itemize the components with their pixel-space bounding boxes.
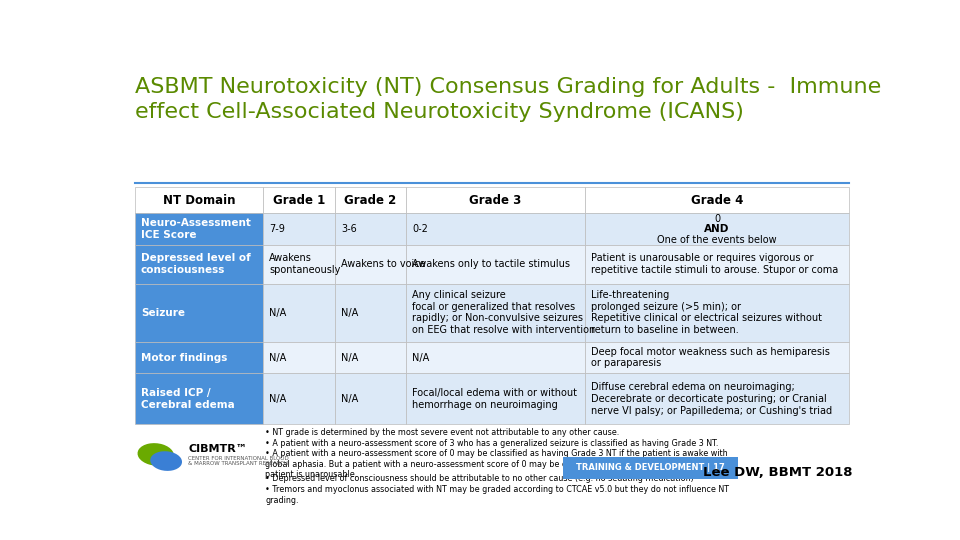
Bar [263,342,335,374]
Text: Seizure: Seizure [141,308,185,318]
Ellipse shape [150,451,182,471]
Bar [263,187,335,213]
Bar [406,245,585,284]
Text: One of the events below: One of the events below [658,235,777,245]
Bar [335,342,406,374]
Bar [406,187,585,213]
Text: 7-9: 7-9 [270,224,285,234]
Bar [585,245,849,284]
Text: Neuro-Assessment
ICE Score: Neuro-Assessment ICE Score [141,218,251,240]
Text: • Depressed level of consciousness should be attributable to no other cause (e.g: • Depressed level of consciousness shoul… [265,474,694,483]
Text: Grade 1: Grade 1 [273,194,325,207]
Bar [406,374,585,424]
Text: CENTER FOR INTERNATIONAL BLOOD
& MARROW TRANSPLANT RESEARCH: CENTER FOR INTERNATIONAL BLOOD & MARROW … [188,456,289,467]
Text: Awakens only to tactile stimulus: Awakens only to tactile stimulus [412,259,570,269]
Bar [134,284,263,342]
Bar [335,374,406,424]
Text: CIBMTR™: CIBMTR™ [188,444,248,455]
Bar [585,342,849,374]
Bar [335,245,406,284]
Text: Focal/local edema with or without
hemorrhage on neuroimaging: Focal/local edema with or without hemorr… [412,388,577,410]
Bar [134,245,263,284]
Text: Depressed level of
consciousness: Depressed level of consciousness [141,253,251,275]
Text: N/A: N/A [341,353,358,362]
Bar [585,213,849,245]
Text: N/A: N/A [270,308,287,318]
Bar [406,342,585,374]
Text: TRAINING & DEVELOPMENT | 17: TRAINING & DEVELOPMENT | 17 [576,463,725,472]
Bar [406,213,585,245]
Text: NT Domain: NT Domain [163,194,235,207]
Text: • Tremors and myoclonus associated with NT may be graded according to CTCAE v5.0: • Tremors and myoclonus associated with … [265,485,729,504]
Bar [335,213,406,245]
Bar [563,457,737,478]
Bar [134,187,263,213]
Bar [134,342,263,374]
Text: 3-6: 3-6 [341,224,356,234]
Text: • NT grade is determined by the most severe event not attributable to any other : • NT grade is determined by the most sev… [265,428,619,437]
Text: Diffuse cerebral edema on neuroimaging;
Decerebrate or decorticate posturing; or: Diffuse cerebral edema on neuroimaging; … [590,382,832,416]
Text: Patient is unarousable or requires vigorous or
repetitive tactile stimuli to aro: Patient is unarousable or requires vigor… [590,253,838,275]
Text: AND: AND [705,224,730,234]
Text: 0-2: 0-2 [412,224,428,234]
Text: ASBMT Neurotoxicity (NT) Consensus Grading for Adults -  Immune
effect Cell-Asso: ASBMT Neurotoxicity (NT) Consensus Gradi… [134,77,881,122]
Text: N/A: N/A [341,394,358,404]
Text: Grade 3: Grade 3 [469,194,521,207]
Text: • A patient with a neuro-assessment score of 0 may be classified as having Grade: • A patient with a neuro-assessment scor… [265,449,728,479]
Text: Any clinical seizure
focal or generalized that resolves
rapidly; or Non-convulsi: Any clinical seizure focal or generalize… [412,291,595,335]
Text: N/A: N/A [270,353,287,362]
Bar [263,213,335,245]
Text: N/A: N/A [270,394,287,404]
Text: Motor findings: Motor findings [141,353,228,362]
Text: Grade 4: Grade 4 [691,194,743,207]
Bar [335,284,406,342]
Text: Grade 2: Grade 2 [345,194,396,207]
Bar [134,374,263,424]
Bar [585,374,849,424]
Text: Awakens
spontaneously: Awakens spontaneously [270,253,341,275]
Bar [585,187,849,213]
Text: 0: 0 [714,213,720,224]
Text: N/A: N/A [412,353,429,362]
Text: Life-threatening
prolonged seizure (>5 min); or
Repetitive clinical or electrica: Life-threatening prolonged seizure (>5 m… [590,291,822,335]
Ellipse shape [137,443,174,465]
Bar [263,284,335,342]
Text: Raised ICP /
Cerebral edema: Raised ICP / Cerebral edema [141,388,234,410]
Bar [335,187,406,213]
Text: N/A: N/A [341,308,358,318]
Text: Deep focal motor weakness such as hemiparesis
or paraparesis: Deep focal motor weakness such as hemipa… [590,347,829,368]
Bar [585,284,849,342]
Text: Lee DW, BBMT 2018: Lee DW, BBMT 2018 [704,465,852,478]
Text: • A patient with a neuro-assessment score of 3 who has a generalized seizure is : • A patient with a neuro-assessment scor… [265,438,718,448]
Bar [406,284,585,342]
Bar [263,245,335,284]
Bar [263,374,335,424]
Bar [134,213,263,245]
Text: Awakens to voice: Awakens to voice [341,259,425,269]
